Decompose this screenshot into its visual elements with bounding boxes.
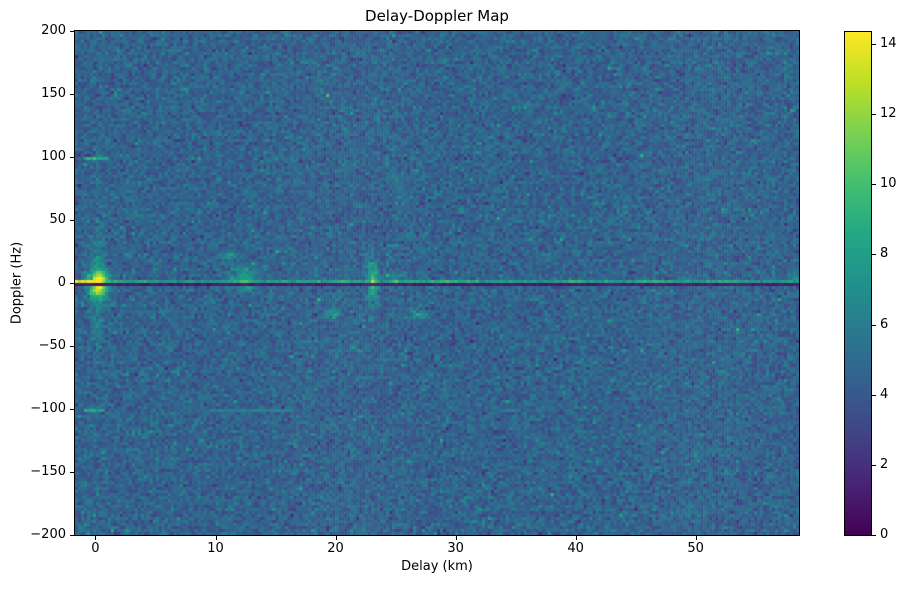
colorbar-tick-mark [872, 184, 876, 186]
y-tick-label: −50 [38, 338, 66, 353]
y-tick-mark [70, 535, 74, 536]
x-tick-label: 40 [567, 541, 584, 556]
colorbar-tick-label: 10 [880, 176, 897, 192]
colorbar-tick-label: 4 [880, 386, 889, 402]
y-tick-mark [70, 157, 74, 158]
y-tick-label: 150 [41, 86, 66, 101]
y-tick-mark [70, 283, 74, 284]
chart-title: Delay-Doppler Map [365, 7, 509, 25]
y-tick-mark [70, 346, 74, 347]
x-axis-label: Delay (km) [401, 559, 473, 574]
colorbar-tick-mark [872, 114, 876, 116]
x-tick-mark [455, 536, 457, 540]
x-tick-label: 0 [91, 541, 100, 556]
colorbar-tick-label: 0 [880, 527, 889, 542]
y-tick-mark [70, 220, 74, 221]
colorbar-tick-mark [872, 324, 876, 326]
x-tick-label: 30 [447, 541, 464, 556]
x-tick-mark [575, 536, 577, 540]
colorbar-tick-mark [872, 464, 876, 466]
y-tick-label: 200 [41, 23, 66, 38]
colorbar-tick-label: 12 [880, 106, 897, 122]
y-tick-label: −150 [30, 464, 66, 479]
y-tick-mark [70, 472, 74, 473]
colorbar-canvas [844, 31, 872, 536]
x-tick-mark [695, 536, 697, 540]
x-tick-label: 20 [327, 541, 344, 556]
x-tick-mark [95, 536, 97, 540]
colorbar-tick-label: 8 [880, 246, 889, 262]
y-tick-label: 100 [41, 149, 66, 164]
y-tick-label: −200 [30, 527, 66, 542]
colorbar-tick-mark [872, 535, 876, 536]
colorbar-tick-label: 6 [880, 316, 889, 332]
heatmap-canvas [74, 30, 800, 536]
x-tick-label: 50 [687, 541, 704, 556]
y-tick-mark [70, 94, 74, 95]
colorbar-tick-label: 14 [880, 35, 897, 51]
colorbar-tick-label: 2 [880, 456, 889, 472]
y-tick-mark [70, 409, 74, 410]
y-tick-mark [70, 31, 74, 32]
colorbar-tick-mark [872, 254, 876, 256]
y-tick-label: −100 [30, 401, 66, 416]
x-tick-mark [215, 536, 217, 540]
x-tick-label: 10 [207, 541, 224, 556]
colorbar-tick-mark [872, 43, 876, 45]
x-tick-mark [335, 536, 337, 540]
colorbar-tick-mark [872, 394, 876, 396]
y-tick-label: 50 [49, 212, 66, 227]
y-tick-label: 0 [57, 275, 66, 290]
